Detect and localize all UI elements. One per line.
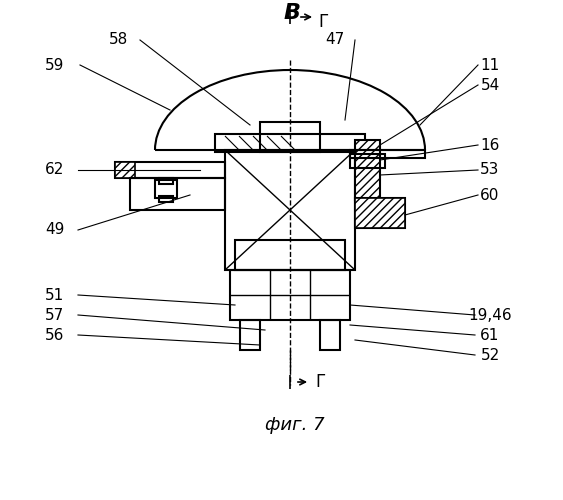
Bar: [130, 178, 225, 210]
Text: 16: 16: [480, 138, 500, 152]
Bar: [230, 270, 350, 320]
Text: 47: 47: [325, 32, 345, 48]
Bar: [159, 196, 173, 202]
Text: 54: 54: [480, 78, 499, 92]
Text: 62: 62: [45, 162, 65, 178]
Text: 52: 52: [480, 348, 499, 362]
Bar: [260, 122, 320, 152]
Bar: [355, 140, 380, 200]
Bar: [355, 198, 405, 228]
Text: фиг. 7: фиг. 7: [265, 416, 325, 434]
Text: 53: 53: [480, 162, 500, 178]
Text: 61: 61: [480, 328, 500, 342]
Bar: [115, 162, 225, 178]
Bar: [225, 150, 355, 270]
Bar: [350, 150, 425, 158]
Bar: [215, 134, 365, 152]
Text: 56: 56: [45, 328, 65, 342]
Bar: [320, 320, 340, 350]
Bar: [355, 198, 405, 228]
Text: 11: 11: [480, 58, 499, 72]
Text: 57: 57: [46, 308, 65, 322]
Bar: [240, 320, 260, 350]
Text: B: B: [284, 3, 301, 23]
Text: Г: Г: [315, 373, 325, 391]
Bar: [115, 162, 135, 178]
Text: Г: Г: [318, 13, 328, 31]
Bar: [350, 154, 385, 168]
Text: 49: 49: [45, 222, 65, 238]
Bar: [235, 240, 345, 270]
Text: 19,46: 19,46: [468, 308, 512, 322]
Text: 60: 60: [480, 188, 500, 202]
Text: 59: 59: [45, 58, 65, 72]
Bar: [159, 178, 173, 184]
Text: 58: 58: [108, 32, 128, 48]
Text: 51: 51: [46, 288, 65, 302]
Bar: [355, 140, 380, 200]
Bar: [155, 180, 177, 198]
